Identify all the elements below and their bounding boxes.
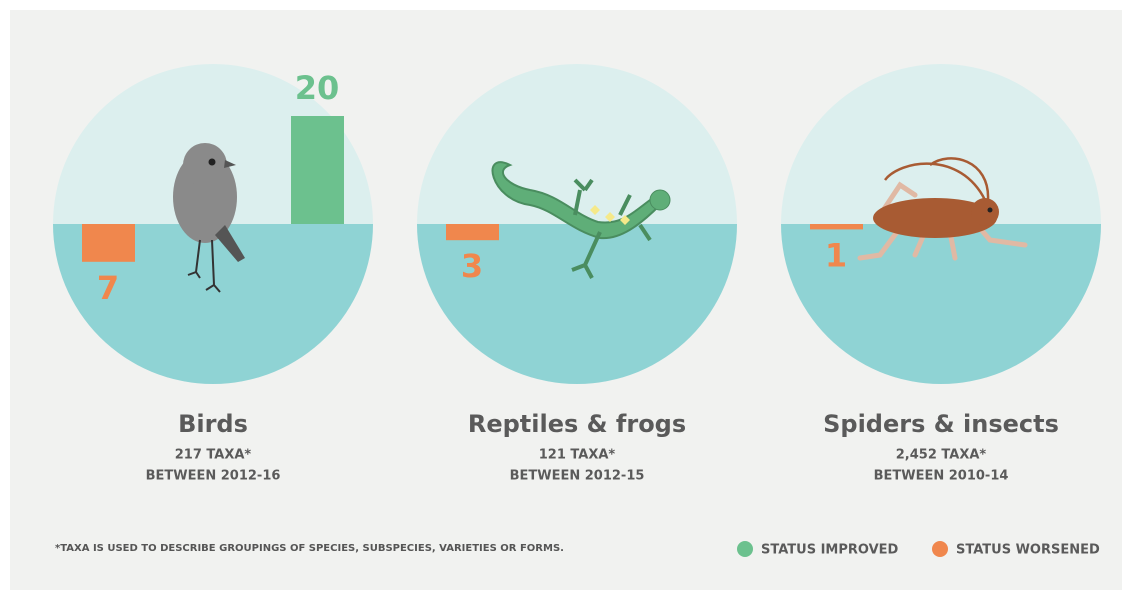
category-note: 121 TAXA* xyxy=(539,448,616,463)
value-label: 20 xyxy=(295,69,340,107)
bar xyxy=(82,224,135,262)
category-title: Spiders & insects xyxy=(823,410,1059,438)
legend-swatch xyxy=(737,541,753,557)
category-note: BETWEEN 2010-14 xyxy=(874,469,1009,484)
category-title: Birds xyxy=(178,410,248,438)
legend-swatch xyxy=(932,541,948,557)
chart: *TAXA IS USED TO DESCRIBE GROUPINGS OF S… xyxy=(0,0,1132,597)
footnote: *TAXA IS USED TO DESCRIBE GROUPINGS OF S… xyxy=(55,543,564,554)
category-note: BETWEEN 2012-15 xyxy=(510,469,645,484)
value-label: 3 xyxy=(461,247,483,285)
category-note: 217 TAXA* xyxy=(175,448,252,463)
bar xyxy=(810,224,863,229)
category-title: Reptiles & frogs xyxy=(468,410,686,438)
bar xyxy=(446,224,499,240)
bar xyxy=(291,116,344,224)
legend-label: STATUS IMPROVED xyxy=(761,543,899,558)
legend-label: STATUS WORSENED xyxy=(956,543,1100,558)
value-label: 7 xyxy=(97,269,119,307)
category-note: 2,452 TAXA* xyxy=(896,448,987,463)
value-label: 1 xyxy=(825,236,847,274)
category-note: BETWEEN 2012-16 xyxy=(146,469,281,484)
